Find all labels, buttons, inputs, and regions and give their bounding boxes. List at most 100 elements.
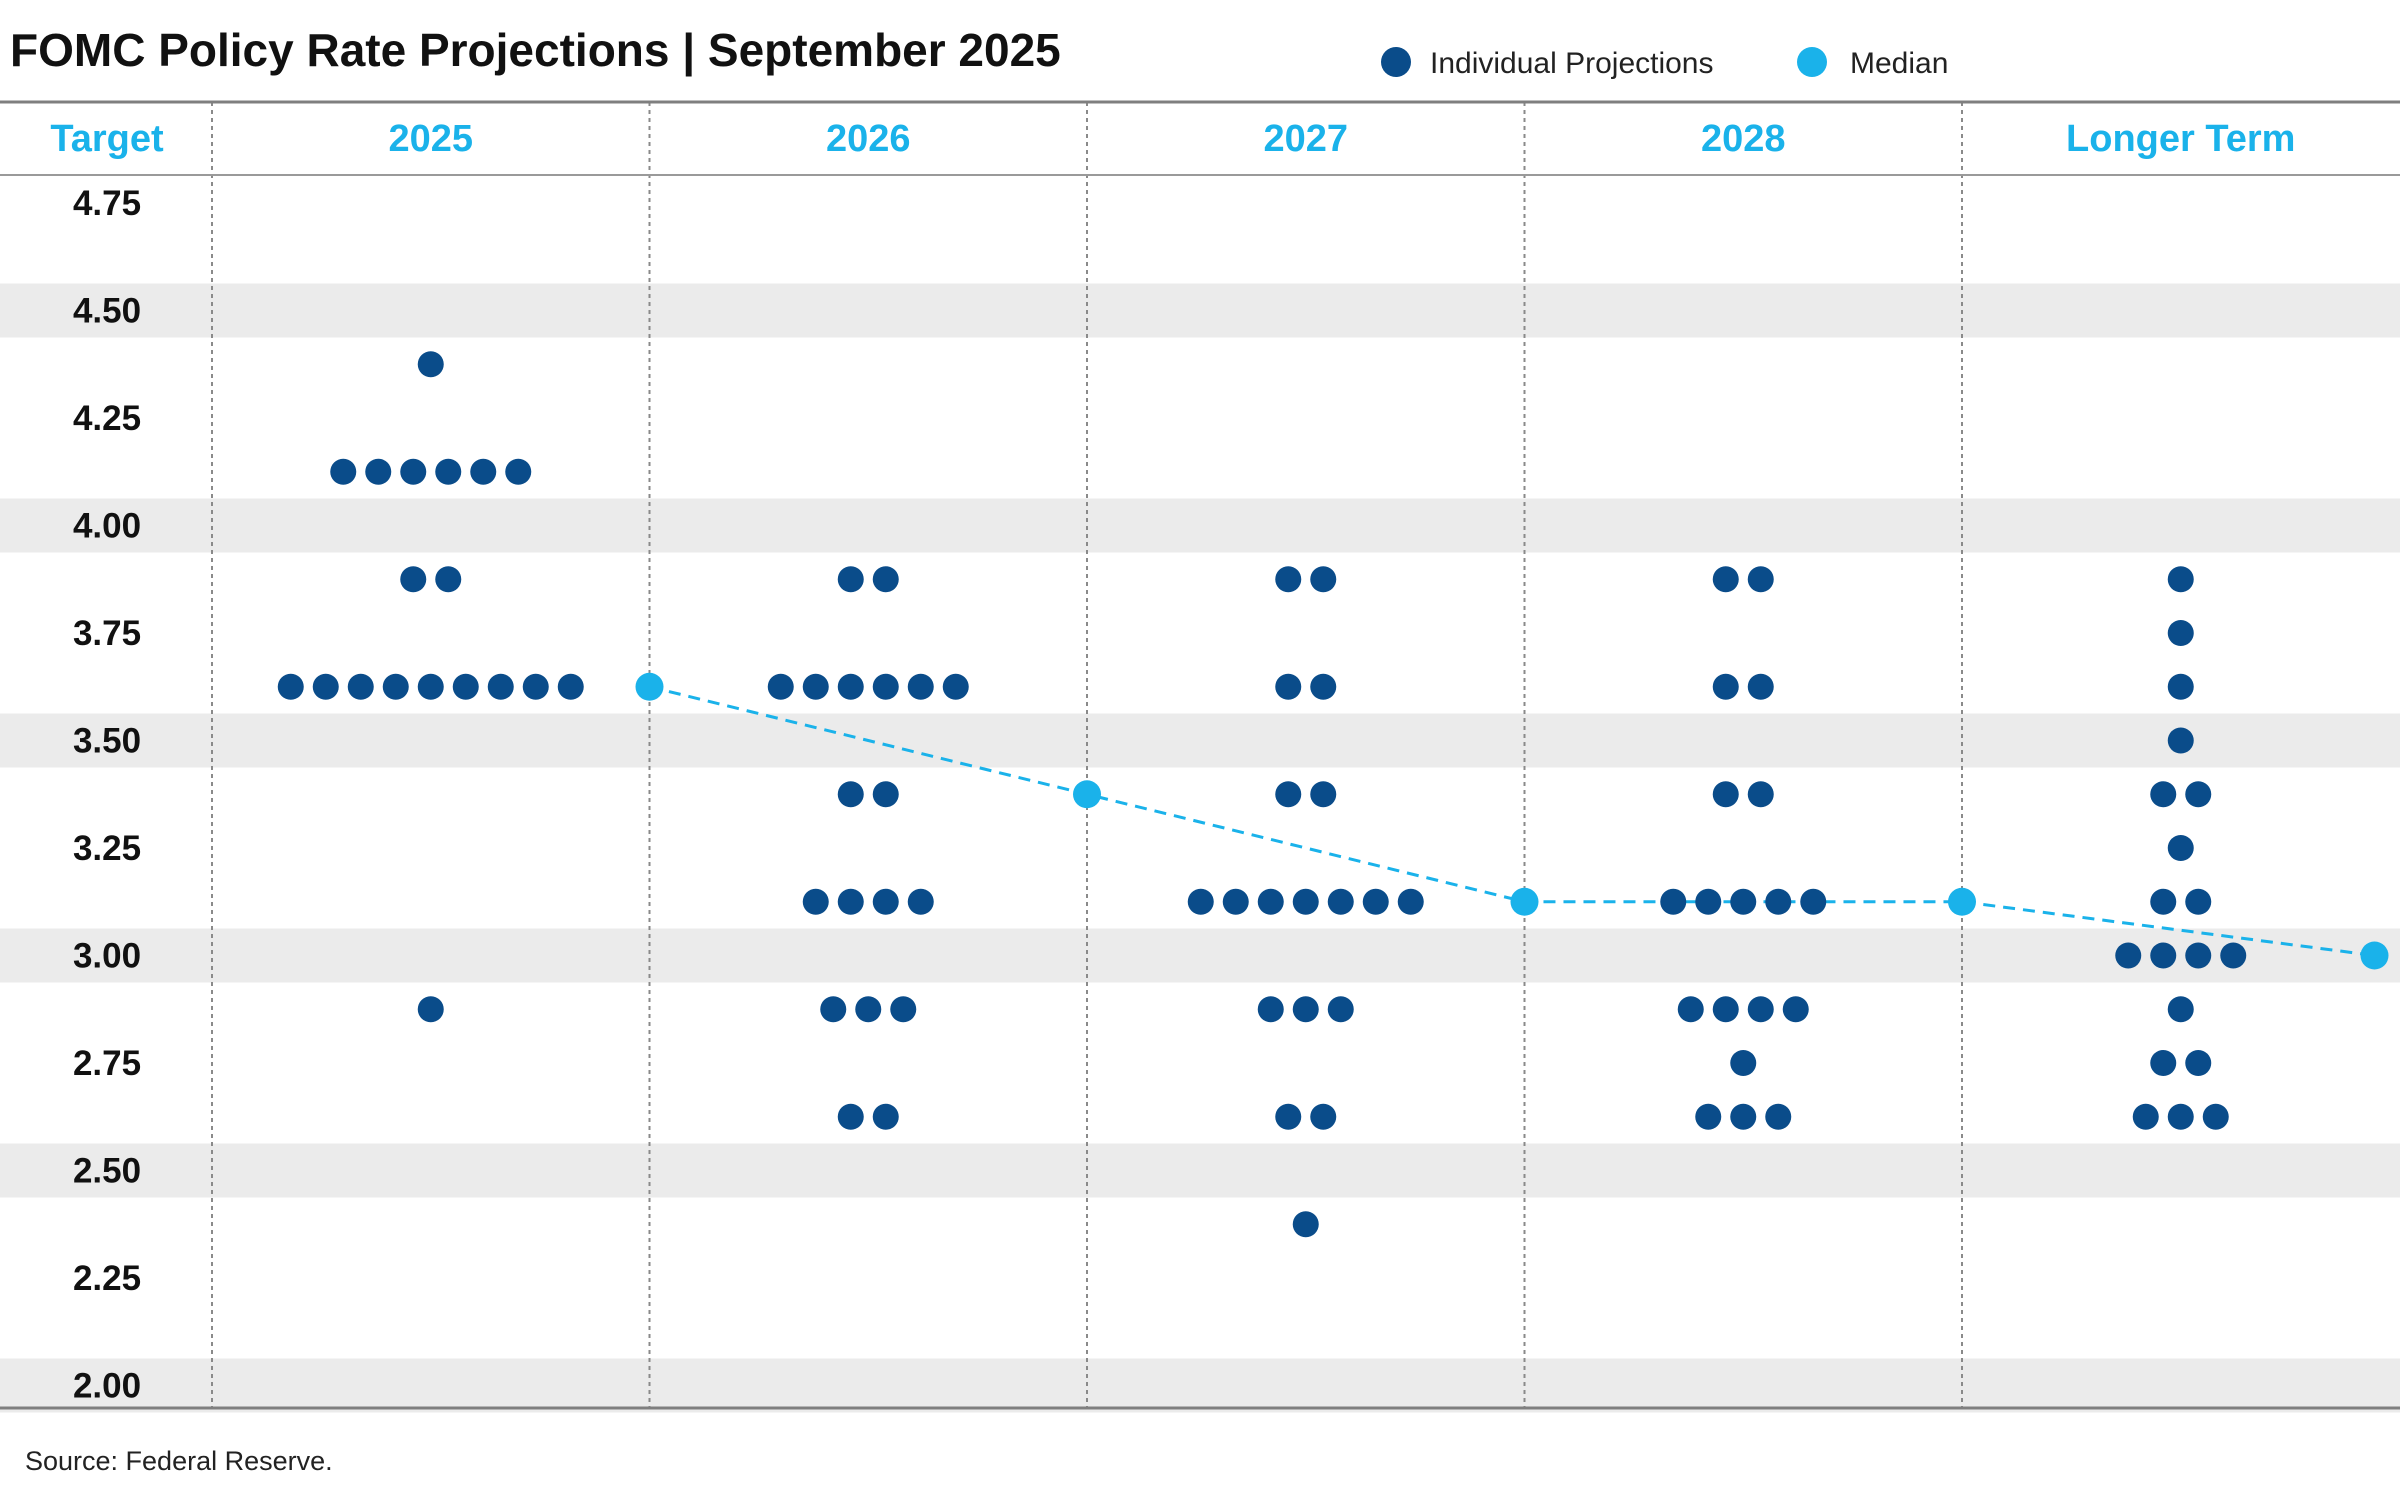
individual-projection-dot	[1782, 996, 1809, 1023]
legend-individual-label: Individual Projections	[1430, 47, 1714, 80]
chart-title: FOMC Policy Rate Projections | September…	[10, 24, 1061, 76]
individual-projection-dot	[1730, 888, 1757, 915]
individual-projection-dot	[400, 566, 427, 593]
individual-projection-dot	[820, 996, 847, 1023]
individual-projection-dot	[1765, 888, 1792, 915]
individual-projection-dot	[1677, 996, 1704, 1023]
individual-projection-dot	[1310, 1103, 1337, 1130]
gridline-band-2.50	[0, 1143, 2400, 1198]
individual-projection-dot	[1730, 1103, 1757, 1130]
gridline-band-4.00	[0, 498, 2400, 553]
individual-projection-dot	[452, 673, 479, 700]
y-tick-label: 4.00	[73, 507, 141, 546]
individual-projection-dot	[837, 1103, 864, 1130]
individual-projection-dot	[2185, 781, 2212, 808]
individual-projection-dot	[1292, 888, 1319, 915]
individual-projection-dot	[1800, 888, 1827, 915]
individual-projection-dot	[312, 673, 339, 700]
individual-projection-dot	[2185, 942, 2212, 969]
gridline-band-3.50	[0, 713, 2400, 768]
legend: Individual Projections Median	[1381, 47, 1948, 80]
individual-projection-dot	[2167, 835, 2194, 861]
individual-projection-dot	[1275, 781, 1302, 808]
individual-projection-dot	[837, 781, 864, 808]
median-dot-2027	[1510, 887, 1539, 916]
individual-projection-dot	[1712, 673, 1739, 700]
individual-projection-dot	[365, 458, 392, 485]
y-tick-label: 3.00	[73, 937, 141, 976]
individual-projection-dot	[1275, 673, 1302, 700]
legend-median-marker	[1797, 47, 1827, 77]
individual-projection-dot	[1222, 888, 1249, 915]
individual-projection-dot	[1362, 888, 1389, 915]
column-header-longer-term: Longer Term	[2066, 118, 2295, 160]
individual-projection-dot	[1310, 566, 1337, 593]
individual-projection-dot	[1187, 888, 1214, 915]
individual-projection-dot	[1275, 1103, 1302, 1130]
individual-projection-dot	[400, 458, 427, 485]
individual-projection-dot	[872, 781, 899, 808]
y-axis-ticks: 4.75 4.50 4.25 4.00 3.75 3.50 3.25 3.00 2.75 2.50…	[73, 184, 141, 1406]
median-dot-2028	[1948, 887, 1976, 916]
column-header-2026: 2026	[826, 118, 911, 160]
individual-projection-dot	[1765, 1103, 1792, 1130]
individual-projection-dot	[2202, 1103, 2229, 1130]
gridline-band-3.00	[0, 928, 2400, 983]
individual-projection-dot	[2167, 566, 2194, 593]
individual-projection-dot	[872, 673, 899, 700]
column-headers: Target 2025 2026 2027 2028 Longer Term	[50, 118, 2295, 160]
individual-projection-dot	[1730, 1050, 1757, 1076]
y-tick-label: 2.00	[73, 1367, 141, 1406]
gridline-band-4.50	[0, 283, 2400, 338]
individual-projection-dot	[522, 673, 549, 700]
column-header-2027: 2027	[1263, 118, 1348, 160]
individual-projection-dot	[855, 996, 882, 1023]
individual-projection-dot	[470, 458, 497, 485]
y-axis-header: Target	[50, 118, 164, 160]
individual-projection-dot	[505, 458, 532, 485]
individual-projection-dot	[837, 888, 864, 915]
individual-projection-dot	[2150, 888, 2177, 915]
individual-projection-dot	[2132, 1103, 2159, 1130]
individual-projection-dot	[2185, 888, 2212, 915]
y-tick-label: 3.50	[73, 722, 141, 761]
individual-projection-dot	[1695, 888, 1722, 915]
individual-projection-dot	[435, 458, 462, 485]
individual-projection-dot	[802, 673, 829, 700]
individual-projection-dot	[2150, 942, 2177, 969]
y-tick-label: 2.75	[73, 1044, 141, 1083]
individual-projection-dot	[2167, 727, 2194, 754]
individual-projection-dot	[2150, 781, 2177, 808]
median-dot-longer-term	[2360, 941, 2389, 970]
individual-projection-dot	[277, 673, 304, 700]
individual-projection-dot	[1327, 888, 1354, 915]
individual-projection-dot	[2185, 1050, 2212, 1076]
individual-projection-dot	[2115, 942, 2142, 969]
individual-projection-dot	[767, 673, 794, 700]
individual-projection-dot	[942, 673, 969, 700]
column-dividers	[211, 102, 1963, 1408]
y-tick-label: 2.25	[73, 1259, 141, 1298]
y-tick-label: 4.75	[73, 184, 141, 223]
column-header-2025: 2025	[388, 118, 473, 160]
individual-dots	[277, 351, 2247, 1238]
column-header-2028: 2028	[1701, 118, 1786, 160]
median-dots	[635, 672, 2389, 970]
individual-projection-dot	[1747, 781, 1774, 808]
individual-projection-dot	[2167, 996, 2194, 1023]
individual-projection-dot	[1747, 673, 1774, 700]
individual-projection-dot	[2150, 1050, 2177, 1076]
individual-projection-dot	[907, 673, 934, 700]
y-tick-label: 4.25	[73, 399, 141, 438]
individual-projection-dot	[1712, 781, 1739, 808]
individual-projection-dot	[1310, 673, 1337, 700]
individual-projection-dot	[330, 458, 357, 485]
gridline-band-2.00	[0, 1358, 2400, 1413]
individual-projection-dot	[1257, 888, 1284, 915]
individual-projection-dot	[872, 1103, 899, 1130]
individual-projection-dot	[872, 888, 899, 915]
median-dot-2026	[1073, 780, 1101, 809]
individual-projection-dot	[837, 566, 864, 593]
individual-projection-dot	[557, 673, 584, 700]
